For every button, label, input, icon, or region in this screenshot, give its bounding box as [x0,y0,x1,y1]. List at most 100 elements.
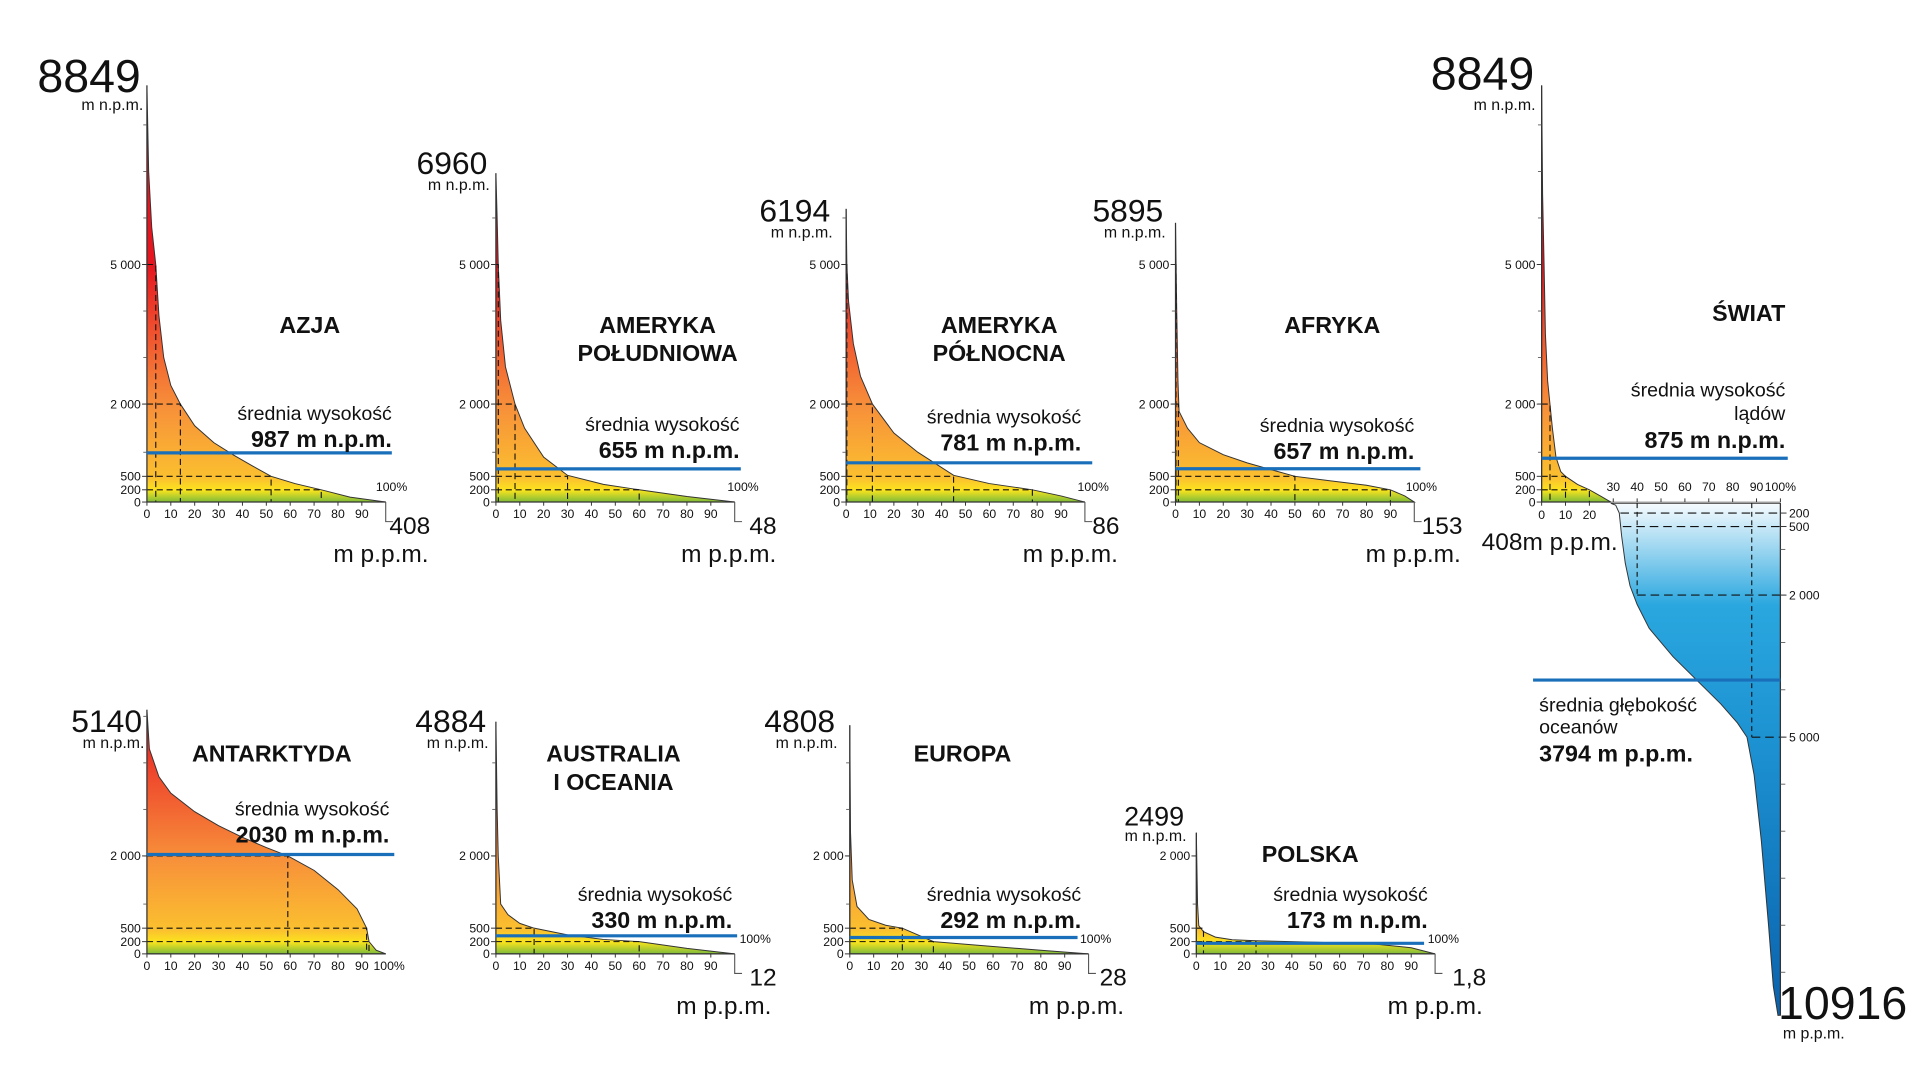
min-elevation-unit: m p.p.m. [676,993,771,1020]
x-tick-label: 70 [1357,959,1371,973]
x-tick-label: 10 [164,959,178,973]
guide-line [1541,475,1567,503]
min-elevation: 1,8 [1452,965,1486,992]
x-tick-label: 50 [962,959,976,973]
x-tick-label: 80 [1034,959,1048,973]
y-tick-label: 2 000 [110,849,141,863]
min-elevation-unit: m p.p.m. [1366,541,1461,568]
x-tick-label: 40 [1285,959,1299,973]
ocean-y-tick-label: 500 [1789,520,1810,534]
x-tick-label: 60 [283,959,297,973]
x-tick-label: 10 [1559,508,1573,522]
min-bracket [1088,953,1096,975]
x-tick-label: 40 [935,507,949,521]
x-tick-label: 30 [911,507,925,521]
guide-line [1175,475,1296,503]
x-tick-label: 70 [1006,507,1020,521]
mean-label: średnia wysokość [578,884,733,906]
y-tick-label: 5 000 [1139,258,1170,272]
x-tick-label: 30 [1606,480,1620,494]
x-end-label: 100% [1080,932,1111,946]
x-tick-label: 60 [632,507,646,521]
guide-line [495,927,535,954]
x-tick-label: 20 [891,959,905,973]
x-tick-label: 10 [867,959,881,973]
y-tick-label: 2 000 [813,849,844,863]
x-tick-label: 40 [585,959,599,973]
x-tick-label: 80 [1726,480,1740,494]
ocean-mean-value: 3794 m p.p.m. [1539,741,1693,767]
x-tick-label: 70 [1010,959,1024,973]
land-hypsographic-area [1541,85,1613,503]
x-tick-label: 30 [561,959,575,973]
x-tick-label: 50 [260,959,274,973]
x-tick-label: 90 [704,507,718,521]
min-bracket [1413,502,1422,523]
x-tick-label: 90 [355,959,369,973]
x-tick-label: 0 [1193,959,1200,973]
max-elevation: 5140 [71,703,142,739]
max-elevation-unit: m n.p.m. [1474,97,1536,114]
x-tick-label: 30 [1261,959,1275,973]
x-tick-label: 80 [1381,959,1395,973]
min-elevation-unit: m p.p.m. [1029,993,1124,1020]
x-tick-label: 0 [144,959,151,973]
max-elevation-unit: m n.p.m. [771,225,833,242]
x-tick-label: 0 [144,507,151,521]
min-elevation: 153 [1422,513,1463,540]
min-bracket [734,953,743,975]
min-elevation: 28 [1100,965,1127,992]
y-tick-label: 0 [134,947,141,961]
ocean-y-tick-label: 200 [1789,506,1810,520]
max-elevation: 4808 [764,703,835,739]
x-end-label: 100% [373,959,404,973]
guide-line [146,475,272,503]
max-elevation-unit: m n.p.m. [776,735,838,752]
y-tick-label: 500 [1170,921,1191,935]
max-elevation-unit: m n.p.m. [427,735,489,752]
x-tick-label: 80 [1030,507,1044,521]
x-tick-label: 90 [704,959,718,973]
x-tick-label: 80 [680,507,694,521]
guide-line [1175,403,1179,503]
x-tick-label: 90 [1054,507,1068,521]
ocean-hypsographic-area [1610,502,1781,1016]
x-tick-label: 100% [1765,480,1796,494]
y-tick-label: 500 [1515,470,1536,484]
x-end-label: 100% [740,932,771,946]
hypsographic-area [146,85,386,503]
x-tick-label: 40 [1264,507,1278,521]
y-tick-label: 500 [469,921,490,935]
x-tick-label: 10 [513,507,527,521]
x-tick-label: 80 [331,507,345,521]
x-tick-label: 70 [656,507,670,521]
x-tick-label: 20 [1583,508,1597,522]
x-tick-label: 60 [632,959,646,973]
x-end-label: 100% [727,480,758,494]
x-tick-label: 0 [493,959,500,973]
y-tick-label: 200 [469,483,490,497]
mean-value: 987 m n.p.m. [251,426,392,452]
y-tick-label: 500 [1149,470,1170,484]
mean-value: 655 m n.p.m. [599,437,740,463]
min-elevation-unit: m p.p.m. [333,541,428,568]
land-min-elevation: 408m p.p.m. [1482,529,1618,556]
x-tick-label: 20 [188,959,202,973]
guide-line [495,941,640,954]
x-tick-label: 70 [1336,507,1350,521]
hypsographic-area [845,208,1086,503]
chart-title: PÓŁNOCNA [933,339,1066,366]
min-bracket [734,502,743,523]
x-tick-label: 30 [212,507,226,521]
x-tick-label: 50 [1288,507,1302,521]
hypsographic-area [495,721,735,955]
x-tick-label: 40 [236,959,250,973]
min-bracket [385,502,394,523]
x-tick-label: 80 [680,959,694,973]
mean-label: średnia wysokość [585,414,740,436]
y-tick-label: 200 [820,483,841,497]
x-tick-label: 0 [843,507,850,521]
min-elevation-unit: m p.p.m. [1023,541,1118,568]
